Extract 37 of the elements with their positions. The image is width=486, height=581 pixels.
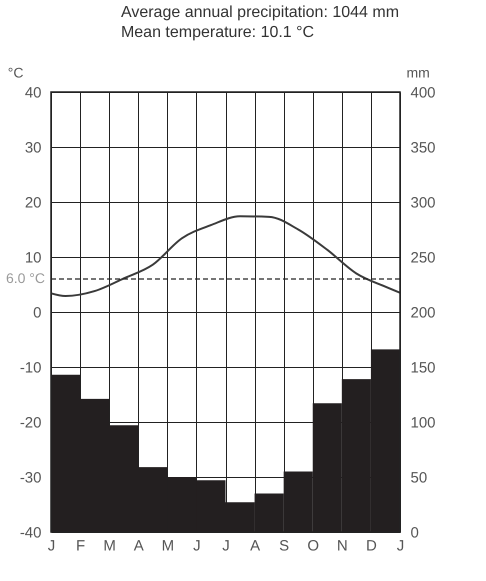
chart-title: Average annual precipitation: 1044 mm [120, 4, 400, 21]
x-tick-label: A [134, 538, 144, 554]
y-tick-label: 0 [33, 304, 42, 322]
ref-line-label: 6.0 °C [6, 270, 45, 286]
x-tick-label: J [222, 538, 230, 554]
x-tick-label: O [307, 538, 320, 554]
y-tick-label: 10 [24, 250, 42, 266]
y2-tick-label: 0 [410, 524, 419, 542]
y2-tick-label: 50 [410, 470, 428, 486]
y-tick-label: 20 [24, 194, 42, 212]
y-axis-title: °C [8, 64, 24, 80]
y2-tick-label: 400 [410, 84, 436, 102]
x-tick-label: D [366, 538, 377, 554]
y2-tick-label: 200 [410, 304, 436, 322]
y2-tick-label: 150 [410, 360, 436, 376]
x-tick-label: S [279, 538, 290, 554]
x-tick-label: J [193, 538, 201, 554]
y2-tick-label: 100 [410, 414, 436, 432]
chart-subtitle: Mean temperature: 10.1 °C [120, 24, 314, 41]
y-tick-label: -10 [20, 360, 42, 376]
y2-tick-label: 300 [410, 194, 436, 212]
x-tick-label: A [250, 538, 260, 554]
y-tick-label: -40 [20, 524, 42, 542]
x-tick-label: M [103, 538, 116, 554]
line-series [50, 215, 401, 298]
y2-tick-label: 250 [410, 250, 436, 266]
x-tick-label: F [76, 538, 86, 554]
y-tick-label: 40 [24, 84, 42, 102]
x-tick-label: J [396, 538, 404, 554]
x-tick-label: N [336, 538, 348, 554]
x-tick-label: J [48, 538, 56, 554]
y2-tick-label: 350 [410, 140, 436, 156]
y-tick-label: 30 [24, 140, 42, 156]
x-tick-label: M [162, 538, 174, 554]
y2-axis-title: mm [406, 64, 430, 80]
y-tick-label: -20 [20, 414, 42, 432]
y-tick-label: -30 [20, 470, 42, 486]
